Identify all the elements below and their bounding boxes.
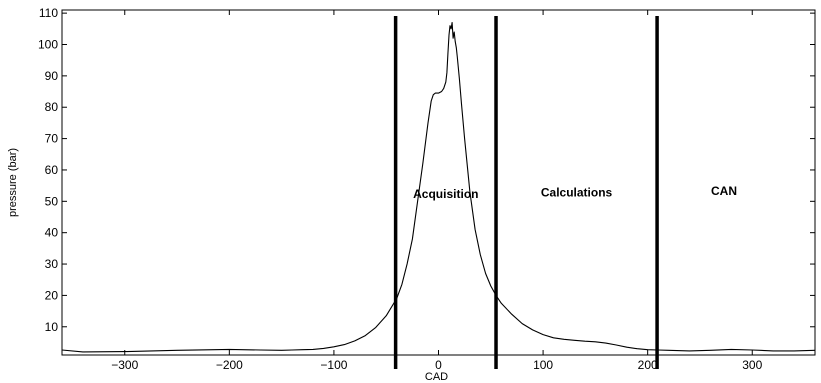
y-tick-label: 30 [45, 257, 59, 271]
x-tick-label: 300 [742, 358, 762, 372]
phase-annotations: Acquisition Calculations CAN [413, 184, 737, 201]
x-tick-label: −200 [216, 358, 243, 372]
y-tick-label: 40 [45, 226, 59, 240]
y-tick-label: 100 [38, 38, 58, 52]
x-tick-label: −100 [320, 358, 347, 372]
y-tick-label: 110 [39, 6, 58, 20]
y-axis: 10 20 30 40 50 60 70 80 90 100 110 [38, 6, 815, 334]
phase-label: CAN [711, 184, 737, 198]
phase-label: Acquisition [413, 187, 478, 201]
plot-frame [61, 9, 816, 356]
plot-area [61, 21, 816, 353]
y-tick-label: 50 [45, 194, 59, 208]
y-tick-label: 80 [45, 100, 59, 114]
y-axis-label: pressure (bar) [7, 148, 19, 217]
phase-label: Calculations [541, 186, 613, 200]
x-axis: −300 −200 −100 0 100 200 300 [111, 10, 763, 372]
x-tick-label: −300 [111, 358, 138, 372]
y-tick-label: 10 [45, 320, 59, 334]
phase-dividers [393, 16, 659, 369]
y-tick-label: 90 [45, 69, 59, 83]
pressure-curve [61, 21, 816, 353]
x-tick-label: 200 [638, 358, 658, 372]
x-axis-label: CAD [425, 371, 448, 383]
y-tick-label: 20 [45, 288, 59, 302]
x-tick-label: 100 [533, 358, 553, 372]
y-tick-label: 60 [45, 163, 59, 177]
y-tick-label: 70 [45, 132, 59, 146]
x-tick-label: 0 [435, 358, 442, 372]
